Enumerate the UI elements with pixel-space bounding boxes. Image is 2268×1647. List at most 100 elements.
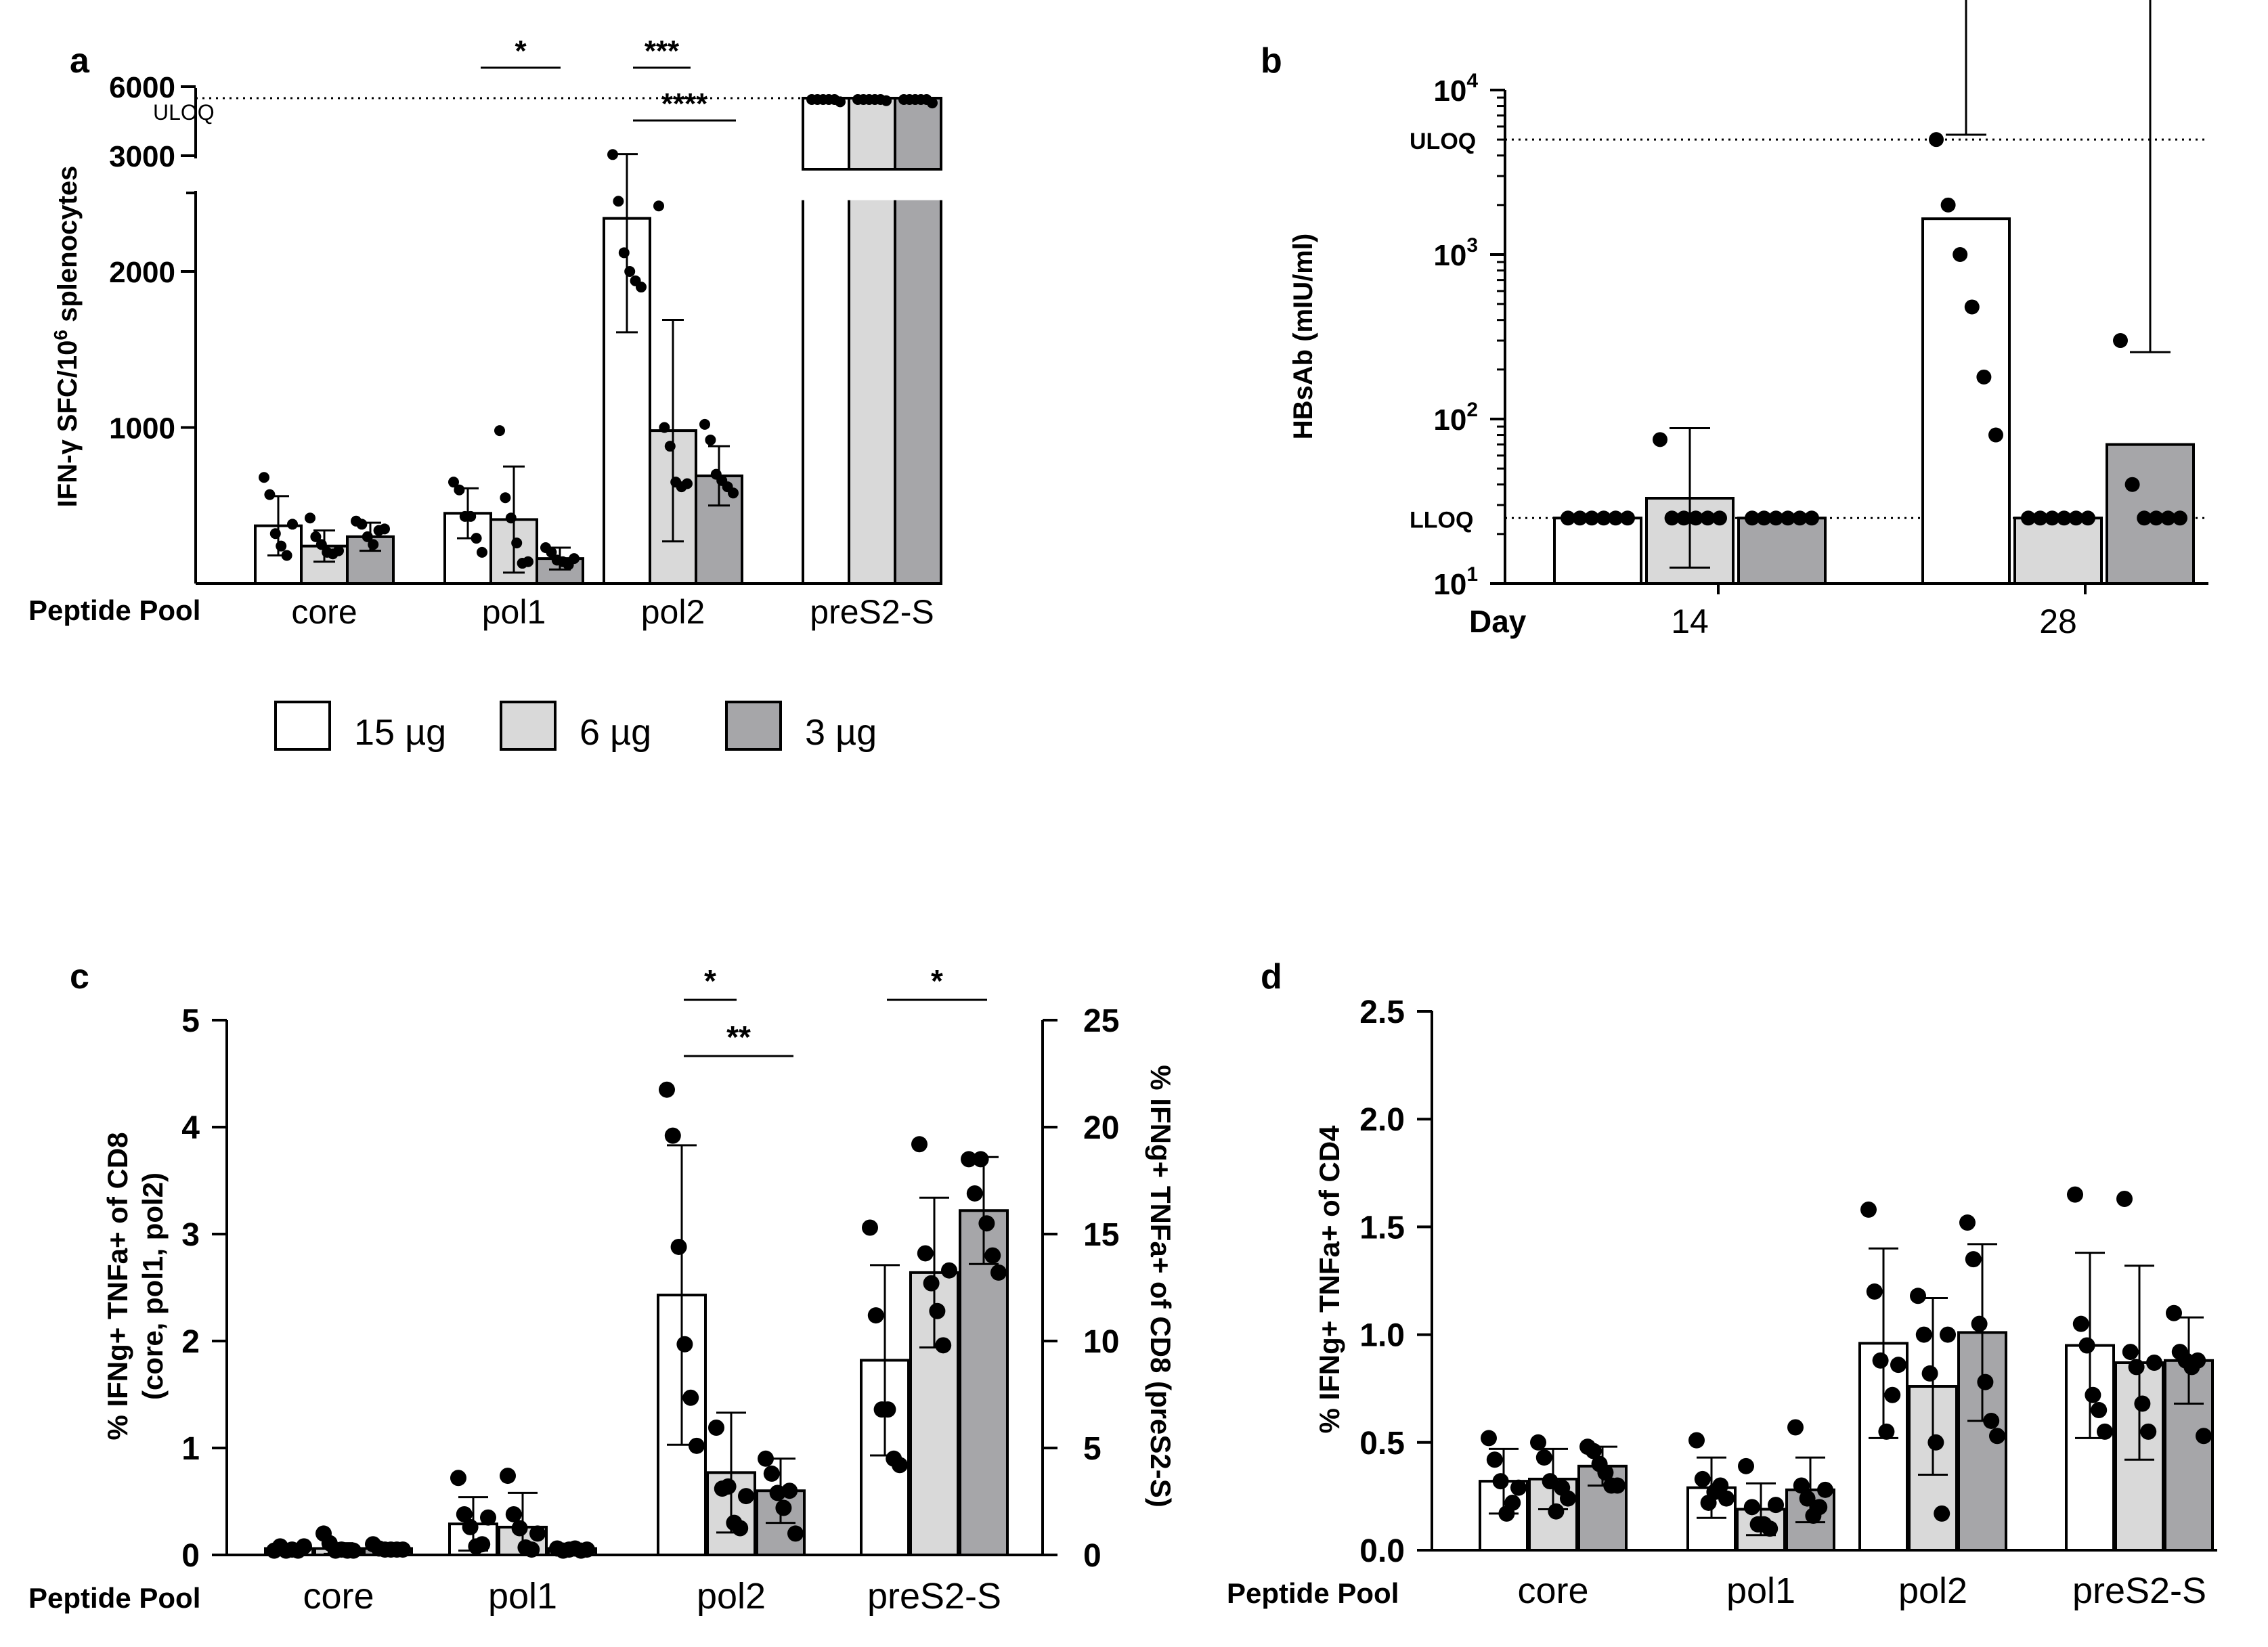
x-tick-label-day-14: 14 bbox=[1671, 602, 1709, 640]
data-point bbox=[2045, 510, 2060, 526]
data-point bbox=[1792, 510, 1808, 526]
data-point bbox=[579, 1541, 595, 1558]
legend-swatch-6ug bbox=[500, 701, 557, 751]
peptide-pool-label: Peptide Pool bbox=[1227, 1577, 1399, 1609]
data-point bbox=[2021, 510, 2036, 526]
y-tick-label: 2 bbox=[181, 1324, 200, 1360]
x-tick-label-day-28: 28 bbox=[2039, 602, 2077, 640]
data-point bbox=[1953, 247, 1968, 262]
y-tick-right-label: 5 bbox=[1083, 1431, 1102, 1467]
significance-label: **** bbox=[661, 87, 708, 120]
data-point bbox=[1780, 510, 1795, 526]
y-tick-label: 5 bbox=[181, 1003, 200, 1039]
data-point bbox=[862, 1219, 878, 1236]
data-point bbox=[1609, 1477, 1626, 1494]
bar-preS2-S bbox=[802, 192, 850, 585]
data-point bbox=[2134, 1395, 2151, 1412]
data-point bbox=[1584, 510, 1600, 526]
data-point bbox=[2122, 1344, 2139, 1361]
data-point bbox=[705, 434, 716, 445]
data-point bbox=[923, 1275, 940, 1292]
axis-break-gap bbox=[799, 179, 853, 200]
day-label: Day bbox=[1469, 604, 1527, 639]
data-point bbox=[1910, 1288, 1926, 1304]
y-tick-label: 3 bbox=[181, 1217, 200, 1253]
bar-day-14 bbox=[1553, 517, 1642, 586]
data-point bbox=[2072, 1315, 2089, 1332]
data-point bbox=[624, 266, 636, 277]
data-point bbox=[1700, 510, 1716, 526]
data-point bbox=[450, 1470, 466, 1487]
data-point bbox=[1738, 1457, 1754, 1474]
data-point bbox=[1481, 1430, 1497, 1447]
significance-label: *** bbox=[645, 35, 680, 68]
data-point bbox=[474, 1536, 491, 1553]
data-point bbox=[1884, 1386, 1901, 1403]
bar-day-14 bbox=[1737, 517, 1827, 586]
data-point bbox=[1872, 1352, 1889, 1369]
data-point bbox=[1492, 1473, 1509, 1490]
data-point bbox=[395, 1541, 411, 1558]
y-tick-label: 102 bbox=[1433, 399, 1478, 437]
data-point bbox=[689, 1437, 705, 1454]
panel-letter-c: c bbox=[70, 957, 89, 996]
data-point bbox=[2137, 510, 2152, 526]
data-point bbox=[1542, 1473, 1558, 1490]
axis-break-gap bbox=[845, 179, 899, 200]
data-point bbox=[1817, 1481, 1833, 1498]
data-point bbox=[480, 1509, 496, 1526]
data-point bbox=[333, 545, 344, 556]
data-point bbox=[1688, 510, 1703, 526]
data-point bbox=[787, 1525, 804, 1542]
y-axis-label: % IFNg+ TNFa+ of CD4 bbox=[1313, 1125, 1345, 1434]
data-point bbox=[471, 533, 482, 544]
data-point bbox=[529, 1525, 546, 1542]
data-point bbox=[287, 519, 298, 530]
data-point bbox=[1572, 510, 1588, 526]
data-point bbox=[1915, 1326, 1932, 1343]
data-point bbox=[892, 1457, 908, 1474]
data-point bbox=[1988, 427, 2003, 443]
bar-top-preS2-S bbox=[894, 97, 942, 171]
data-point bbox=[758, 1450, 774, 1467]
data-point bbox=[978, 1215, 995, 1232]
bar-preS2-S bbox=[894, 192, 942, 585]
x-tick-label-pol2: pol2 bbox=[697, 1576, 766, 1617]
data-point bbox=[356, 519, 368, 530]
data-point bbox=[462, 1518, 479, 1535]
data-point bbox=[368, 539, 379, 550]
data-point bbox=[1694, 1470, 1711, 1487]
x-tick-label-preS2-S: preS2-S bbox=[867, 1576, 1001, 1617]
significance-label: * bbox=[704, 963, 716, 998]
data-point bbox=[984, 1247, 1001, 1264]
data-point bbox=[1929, 132, 1944, 148]
y-tick-label: 2.5 bbox=[1359, 994, 1405, 1030]
data-point bbox=[1860, 1201, 1877, 1218]
data-point bbox=[966, 1185, 983, 1202]
data-point bbox=[269, 528, 281, 540]
data-point bbox=[607, 149, 618, 160]
legend-swatch-3ug bbox=[725, 701, 782, 751]
panel-letter-a: a bbox=[70, 41, 90, 81]
peptide-pool-label: Peptide Pool bbox=[28, 1582, 200, 1614]
data-point bbox=[2146, 1354, 2162, 1371]
legend-label-6ug: 6 µg bbox=[580, 712, 651, 753]
uloq-label: ULOQ bbox=[1410, 129, 1476, 154]
y-axis-label: HBsAb (mIU/ml) bbox=[1288, 234, 1318, 439]
data-point bbox=[546, 546, 557, 558]
y-axis-label-right: % IFNg+ TNFa+ of CD8 (preS2-S) bbox=[1145, 1065, 1177, 1507]
data-point bbox=[676, 1336, 693, 1353]
data-point bbox=[1989, 1428, 2005, 1445]
data-point bbox=[2056, 510, 2072, 526]
data-point bbox=[911, 1136, 928, 1153]
data-point bbox=[972, 1151, 989, 1168]
y-tick-base: 10 bbox=[1433, 568, 1466, 601]
significance-label: * bbox=[515, 35, 527, 68]
data-point bbox=[305, 512, 315, 524]
data-point bbox=[613, 196, 624, 207]
data-point bbox=[1676, 510, 1692, 526]
data-point bbox=[664, 441, 676, 452]
data-point bbox=[2113, 333, 2128, 349]
y-tick-label: 4 bbox=[181, 1110, 200, 1146]
